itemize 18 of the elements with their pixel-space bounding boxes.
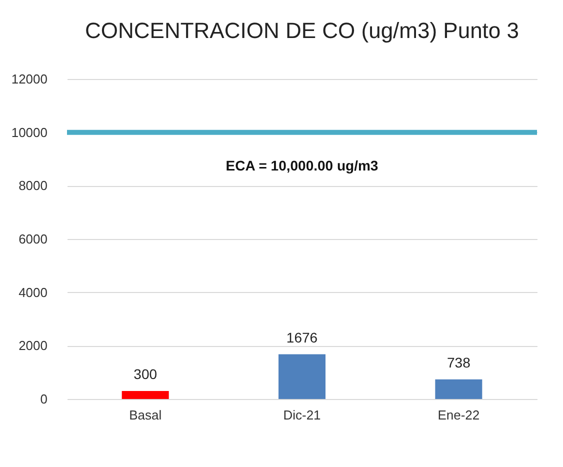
y-tick-label: 10000 [11, 124, 48, 140]
data-label: 1676 [286, 329, 318, 346]
bar [278, 354, 326, 399]
x-tick-label: Basal [129, 408, 162, 422]
x-tick-label: Ene-22 [438, 408, 480, 422]
bar [122, 391, 169, 399]
data-label: 300 [134, 366, 158, 382]
y-tick-label: 12000 [11, 72, 48, 86]
chart-title: CONCENTRACION DE CO (ug/m3) Punto 3 [85, 18, 519, 43]
data-label: 738 [446, 354, 471, 370]
bar [435, 379, 482, 399]
y-tick-label: 6000 [18, 232, 48, 246]
y-tick-label: 4000 [18, 284, 48, 300]
y-tick-label: 8000 [18, 178, 48, 194]
y-tick-label: 0 [40, 392, 48, 406]
ref-line-label: ECA = 10,000.00 ug/m3 [226, 157, 378, 174]
x-tick-label: Dic-21 [283, 408, 321, 422]
y-tick-label: 2000 [18, 338, 48, 354]
